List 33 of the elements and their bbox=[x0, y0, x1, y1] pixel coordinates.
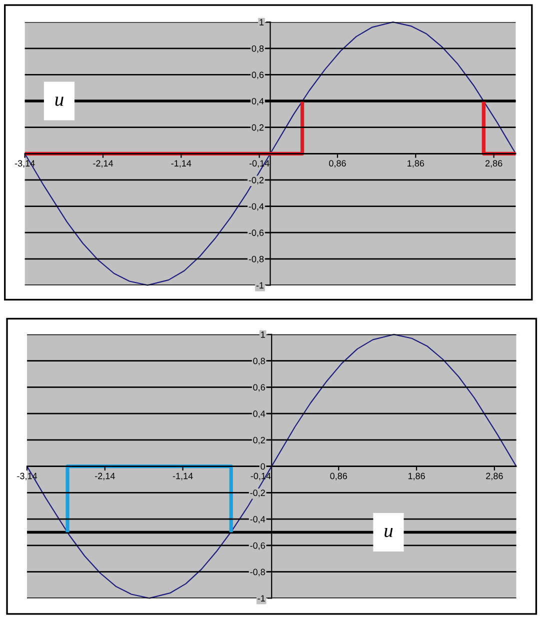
y-tick-label: 1 bbox=[260, 19, 264, 26]
x-tick-label: 1,86 bbox=[408, 472, 425, 480]
x-tick-label: -2,14 bbox=[95, 472, 115, 480]
x-tick-label: 0,86 bbox=[329, 160, 346, 168]
x-tick-label: -2,14 bbox=[93, 160, 114, 168]
y-tick-label: 0,4 bbox=[252, 98, 264, 106]
y-tick-label: -0,2 bbox=[248, 176, 264, 184]
y-tick-label: -0,6 bbox=[248, 230, 264, 238]
x-tick-label: 1,86 bbox=[408, 160, 424, 168]
x-tick-label: -1,14 bbox=[172, 472, 193, 480]
y-tick-label: 0,2 bbox=[253, 436, 265, 444]
y-tick-label: -0,2 bbox=[250, 490, 265, 498]
annotation: u bbox=[55, 96, 64, 106]
y-tick-label: 1 bbox=[261, 331, 265, 338]
y-tick-label: -1 bbox=[258, 595, 265, 602]
y-tick-label: 0,8 bbox=[253, 358, 265, 366]
y-tick-label: 0,4 bbox=[253, 410, 266, 418]
y-tick-label: -0,4 bbox=[248, 203, 264, 211]
y-tick-label: 0,8 bbox=[252, 45, 264, 53]
y-tick-label: -1 bbox=[256, 282, 264, 288]
annotation: u bbox=[384, 528, 393, 538]
y-tick-label: -0,4 bbox=[250, 516, 266, 524]
y-tick-label: -0,6 bbox=[250, 542, 265, 550]
x-tick-label: 2,86 bbox=[485, 160, 502, 168]
y-tick-label: -0,8 bbox=[248, 256, 264, 264]
y-tick-label: -0,8 bbox=[250, 568, 265, 576]
x-tick-label: 2,86 bbox=[486, 472, 503, 480]
y-tick-label: 0,6 bbox=[252, 72, 264, 80]
x-tick-label: 0,86 bbox=[330, 472, 348, 480]
y-tick-label: 0 bbox=[260, 463, 266, 470]
y-tick-label: 0,6 bbox=[253, 384, 265, 392]
x-tick-label: -1,14 bbox=[171, 160, 192, 168]
y-tick-label: 0,2 bbox=[252, 124, 264, 132]
